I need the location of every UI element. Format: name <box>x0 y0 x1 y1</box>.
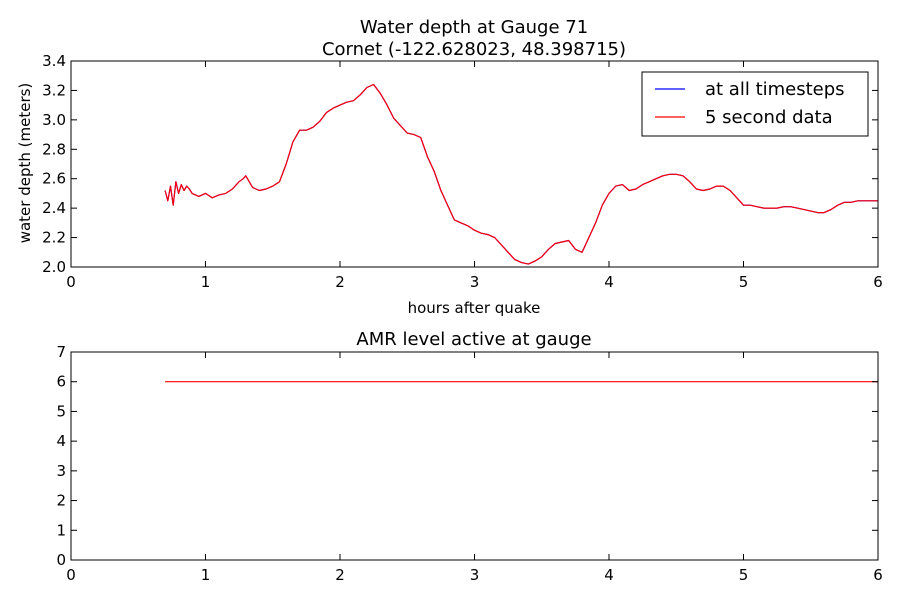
y-tick-label: 2.2 <box>42 229 66 247</box>
chart-subtitle: Cornet (-122.628023, 48.398715) <box>322 39 626 60</box>
y-tick-label: 7 <box>56 343 66 361</box>
y-tick-label: 1 <box>56 521 66 539</box>
plot-frame <box>70 60 879 268</box>
tick-labels: 0 1 2 3 4 5 6 0 1 2 3 4 5 6 7 <box>56 343 882 584</box>
y-tick-label: 3.0 <box>42 111 66 129</box>
y-tick-label: 3.4 <box>42 52 66 70</box>
series-line-5-second-data <box>164 83 878 265</box>
legend-label-all-timesteps: at all timesteps <box>705 79 845 100</box>
y-tick-label: 2 <box>56 492 66 510</box>
y-axis-label: water depth (meters) <box>16 83 34 244</box>
chart-title: AMR level active at gauge <box>356 329 591 350</box>
x-tick-label: 3 <box>470 273 480 291</box>
x-tick-label: 4 <box>604 273 614 291</box>
x-tick-label: 1 <box>201 566 211 584</box>
x-tick-label: 5 <box>739 273 749 291</box>
x-tick-label: 0 <box>66 566 76 584</box>
plot-frame <box>70 351 879 561</box>
x-tick-label: 3 <box>470 566 480 584</box>
y-tick-label: 5 <box>56 402 66 420</box>
x-tick-label: 0 <box>66 273 76 291</box>
legend-box <box>641 71 869 137</box>
x-tick-label: 6 <box>873 566 883 584</box>
x-tick-label: 4 <box>604 566 614 584</box>
legend: at all timesteps 5 second data <box>641 71 869 137</box>
y-tick-label: 6 <box>56 373 66 391</box>
y-tick-label: 3.2 <box>42 81 66 99</box>
tick-labels: 0 1 2 3 4 5 6 2.0 2.2 2.4 2.6 2.8 3.0 3.2 3.4 <box>42 52 883 291</box>
y-tick-label: 2.4 <box>42 199 66 217</box>
y-tick-label: 2.0 <box>42 258 66 276</box>
plot-area <box>164 83 878 265</box>
amr-level-chart: AMR level active at gauge 0 1 2 3 4 5 6 0 1 2 3 4 5 6… <box>56 329 882 584</box>
y-tick-label: 2.6 <box>42 170 66 188</box>
x-tick-label: 2 <box>335 566 345 584</box>
y-tick-label: 4 <box>56 432 66 450</box>
y-tick-label: 3 <box>56 462 66 480</box>
legend-label-5-second-data: 5 second data <box>705 107 833 128</box>
chart-title: Water depth at Gauge 71 <box>360 17 588 38</box>
y-tick-label: 2.8 <box>42 140 66 158</box>
x-axis-label: hours after quake <box>408 299 541 317</box>
water-depth-chart: Water depth at Gauge 71 Cornet (-122.628… <box>16 17 883 317</box>
y-tick-label: 0 <box>56 551 66 569</box>
x-tick-label: 2 <box>335 273 345 291</box>
x-tick-label: 1 <box>201 273 211 291</box>
x-tick-label: 5 <box>739 566 749 584</box>
x-tick-label: 6 <box>873 273 883 291</box>
